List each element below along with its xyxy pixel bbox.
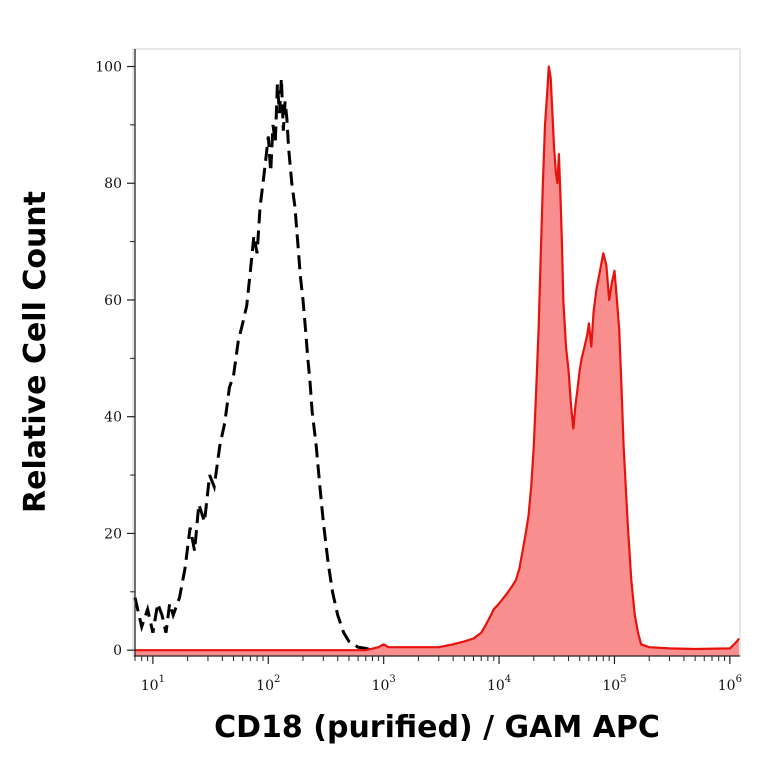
y-tick-label: 20 xyxy=(104,526,122,542)
y-tick-label: 80 xyxy=(104,176,122,192)
y-tick-label: 60 xyxy=(104,293,122,309)
plot-frame xyxy=(132,48,741,657)
y-axis-title: Relative Cell Count xyxy=(18,191,53,513)
x-tick-label: 101 xyxy=(141,674,165,694)
stained-histogram-line xyxy=(135,65,740,652)
stained-histogram-fill xyxy=(135,66,739,656)
x-tick-label: 102 xyxy=(256,674,280,694)
series-layer xyxy=(133,65,740,656)
y-tick-label: 40 xyxy=(104,410,122,426)
control-histogram-dashed-line xyxy=(133,78,373,652)
x-tick-label: 103 xyxy=(372,674,396,694)
x-tick-label: 106 xyxy=(718,674,742,694)
x-axis-title: CD18 (purified) / GAM APC xyxy=(214,710,660,745)
x-tick-label: 105 xyxy=(602,674,626,694)
x-tick-label: 104 xyxy=(487,674,511,694)
y-tick-label: 0 xyxy=(113,643,122,659)
y-tick-label: 100 xyxy=(95,60,122,76)
axis-layer: 0 20 40 60 80 100 101 102 103 104 105 106 xyxy=(95,49,742,694)
